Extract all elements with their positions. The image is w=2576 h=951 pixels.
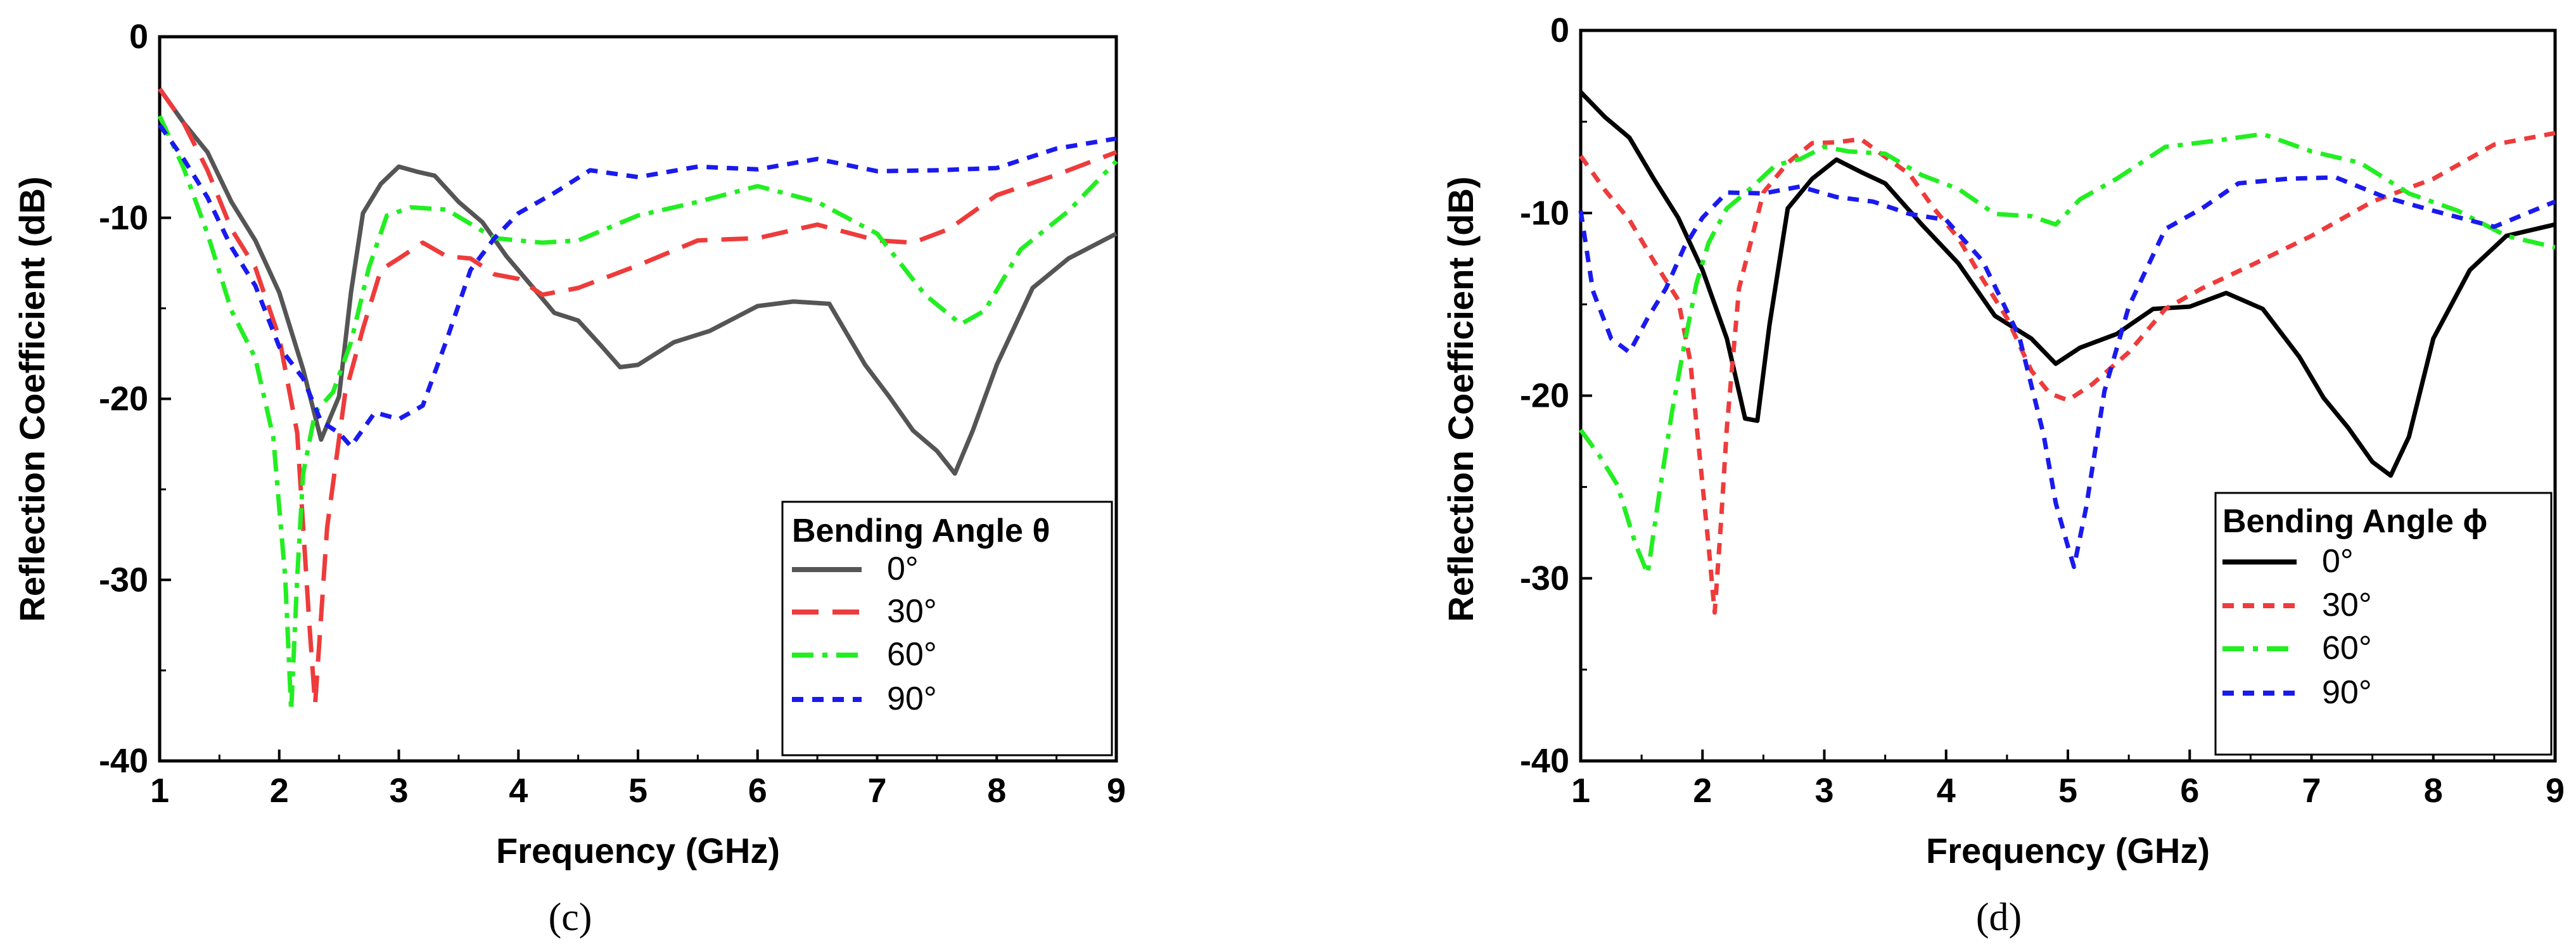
panel-d-xtick-label: 3 bbox=[1814, 772, 1833, 810]
panel-d-legend-label-0: 0° bbox=[2322, 543, 2354, 580]
panel-c-legend-label-2: 60° bbox=[887, 636, 937, 673]
panel-d-ytick-label: -10 bbox=[1520, 194, 1569, 232]
panel-c: 1 2 3 4 5 6 7 8 9 0 -10 -20 -30 -40 Frequency (GHz) R… bbox=[12, 18, 1126, 939]
panel-d-legend-box bbox=[2214, 492, 2553, 756]
panel-c-xtick-label: 5 bbox=[628, 772, 647, 810]
panel-d-xtick-label: 7 bbox=[2302, 772, 2321, 810]
panel-c-xtick-label: 9 bbox=[1107, 772, 1126, 810]
panel-c-ylabel: Reflection Coefficient (dB) bbox=[12, 176, 52, 622]
panel-d-series-line-2 bbox=[1579, 132, 2556, 576]
panel-d-xtick-label: 8 bbox=[2424, 772, 2443, 810]
panel-d-xlabel: Frequency (GHz) bbox=[1926, 831, 2210, 871]
panel-d-legend-title: Bending Angle ϕ bbox=[2222, 503, 2487, 540]
panel-d-series-line-0 bbox=[1579, 90, 2556, 478]
panel-c-legend-label-1: 30° bbox=[887, 593, 937, 630]
panel-c-xtick-label: 4 bbox=[509, 772, 528, 810]
panel-c-xlabel: Frequency (GHz) bbox=[496, 831, 780, 871]
panel-c-xtick-label: 7 bbox=[867, 772, 886, 810]
panel-d-series bbox=[1578, 90, 2556, 615]
panel-d-ytick-label: -20 bbox=[1520, 377, 1569, 415]
panel-d: 1 2 3 4 5 6 7 8 9 0 -10 -20 -30 -40 Frequency (GHz) R… bbox=[1441, 11, 2565, 939]
panel-c-legend-box bbox=[781, 501, 1113, 756]
panel-d-legend-label-2: 60° bbox=[2322, 630, 2372, 667]
panel-d-legend: Bending Angle ϕ 0° 30° 60° 90° bbox=[2214, 492, 2553, 756]
panel-d-ytick-label: 0 bbox=[1550, 11, 1569, 49]
panel-c-ytick-label: -10 bbox=[99, 199, 148, 237]
panel-c-axis-ticks: 1 2 3 4 5 6 7 8 9 0 -10 -20 -30 -40 bbox=[99, 18, 1126, 810]
panel-d-caption: (d) bbox=[1976, 896, 2022, 939]
panel-c-xtick-label: 2 bbox=[270, 772, 289, 810]
panel-d-ytick-label: -30 bbox=[1520, 559, 1569, 597]
panel-d-legend-label-1: 30° bbox=[2322, 587, 2372, 623]
panel-c-ytick-label: -20 bbox=[99, 380, 148, 418]
panel-c-legend: Bending Angle θ 0° 30° 60° 90° bbox=[781, 501, 1113, 756]
panel-c-series-line-3 bbox=[158, 124, 1117, 449]
panel-c-ytick-label: -30 bbox=[99, 561, 148, 599]
panel-c-xtick-label: 8 bbox=[987, 772, 1006, 810]
panel-c-xtick-label: 6 bbox=[748, 772, 767, 810]
panel-d-xtick-label: 5 bbox=[2058, 772, 2077, 810]
panel-c-xtick-label: 3 bbox=[389, 772, 408, 810]
panel-c-legend-label-3: 90° bbox=[887, 680, 937, 717]
panel-d-series-line-3 bbox=[1578, 175, 2556, 570]
panel-d-xtick-label: 4 bbox=[1937, 772, 1956, 810]
panel-d-legend-label-3: 90° bbox=[2322, 674, 2372, 711]
panel-c-series-line-0 bbox=[158, 87, 1118, 476]
panel-c-legend-entries: 0° 30° 60° 90° bbox=[792, 551, 937, 717]
panel-d-legend-entries: 0° 30° 60° 90° bbox=[2222, 543, 2372, 711]
panel-d-series-line-1 bbox=[1579, 131, 2556, 615]
panel-d-xtick-label: 2 bbox=[1693, 772, 1712, 810]
panel-d-xtick-label: 9 bbox=[2546, 772, 2565, 810]
panel-c-series bbox=[157, 87, 1118, 713]
panel-c-ytick-label: -40 bbox=[99, 742, 148, 780]
panel-c-series-line-2 bbox=[157, 115, 1118, 713]
panel-d-xtick-label: 6 bbox=[2180, 772, 2199, 810]
panel-d-ylabel: Reflection Coefficient (dB) bbox=[1441, 176, 1481, 622]
panel-c-legend-label-0: 0° bbox=[887, 551, 919, 587]
panel-c-legend-title: Bending Angle θ bbox=[792, 513, 1050, 549]
panel-c-caption: (c) bbox=[549, 896, 592, 939]
panel-d-axis-ticks: 1 2 3 4 5 6 7 8 9 0 -10 -20 -30 -40 bbox=[1520, 11, 2565, 810]
panel-d-ytick-label: -40 bbox=[1520, 742, 1569, 780]
panel-c-xtick-label: 1 bbox=[150, 772, 169, 810]
panel-c-ytick-label: 0 bbox=[129, 18, 148, 56]
panel-d-xtick-label: 1 bbox=[1571, 772, 1590, 810]
